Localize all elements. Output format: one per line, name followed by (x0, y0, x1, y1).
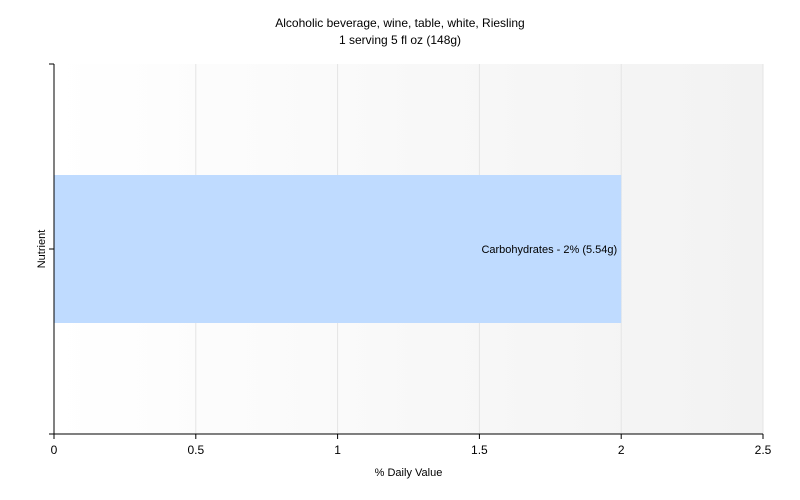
x-axis-title: % Daily Value (375, 467, 443, 479)
bar-data-label: Carbohydrates - 2% (5.54g) (481, 244, 617, 256)
x-tick-label: 2 (618, 443, 625, 457)
x-tick-label: 0 (51, 443, 58, 457)
x-tick-label: 0.5 (187, 443, 204, 457)
bar-carbohydrates (54, 175, 622, 323)
x-tick-label: 2.5 (755, 443, 772, 457)
x-tick-label: 1.5 (471, 443, 488, 457)
x-tick-label: 1 (334, 443, 341, 457)
chart-title: Alcoholic beverage, wine, table, white, … (275, 16, 525, 30)
y-axis-title: Nutrient (36, 230, 48, 269)
chart-subtitle: 1 serving 5 fl oz (148g) (338, 33, 462, 47)
